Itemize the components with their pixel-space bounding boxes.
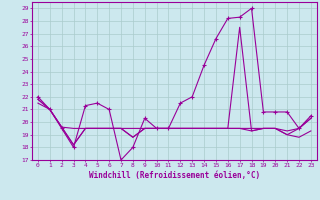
X-axis label: Windchill (Refroidissement éolien,°C): Windchill (Refroidissement éolien,°C) — [89, 171, 260, 180]
